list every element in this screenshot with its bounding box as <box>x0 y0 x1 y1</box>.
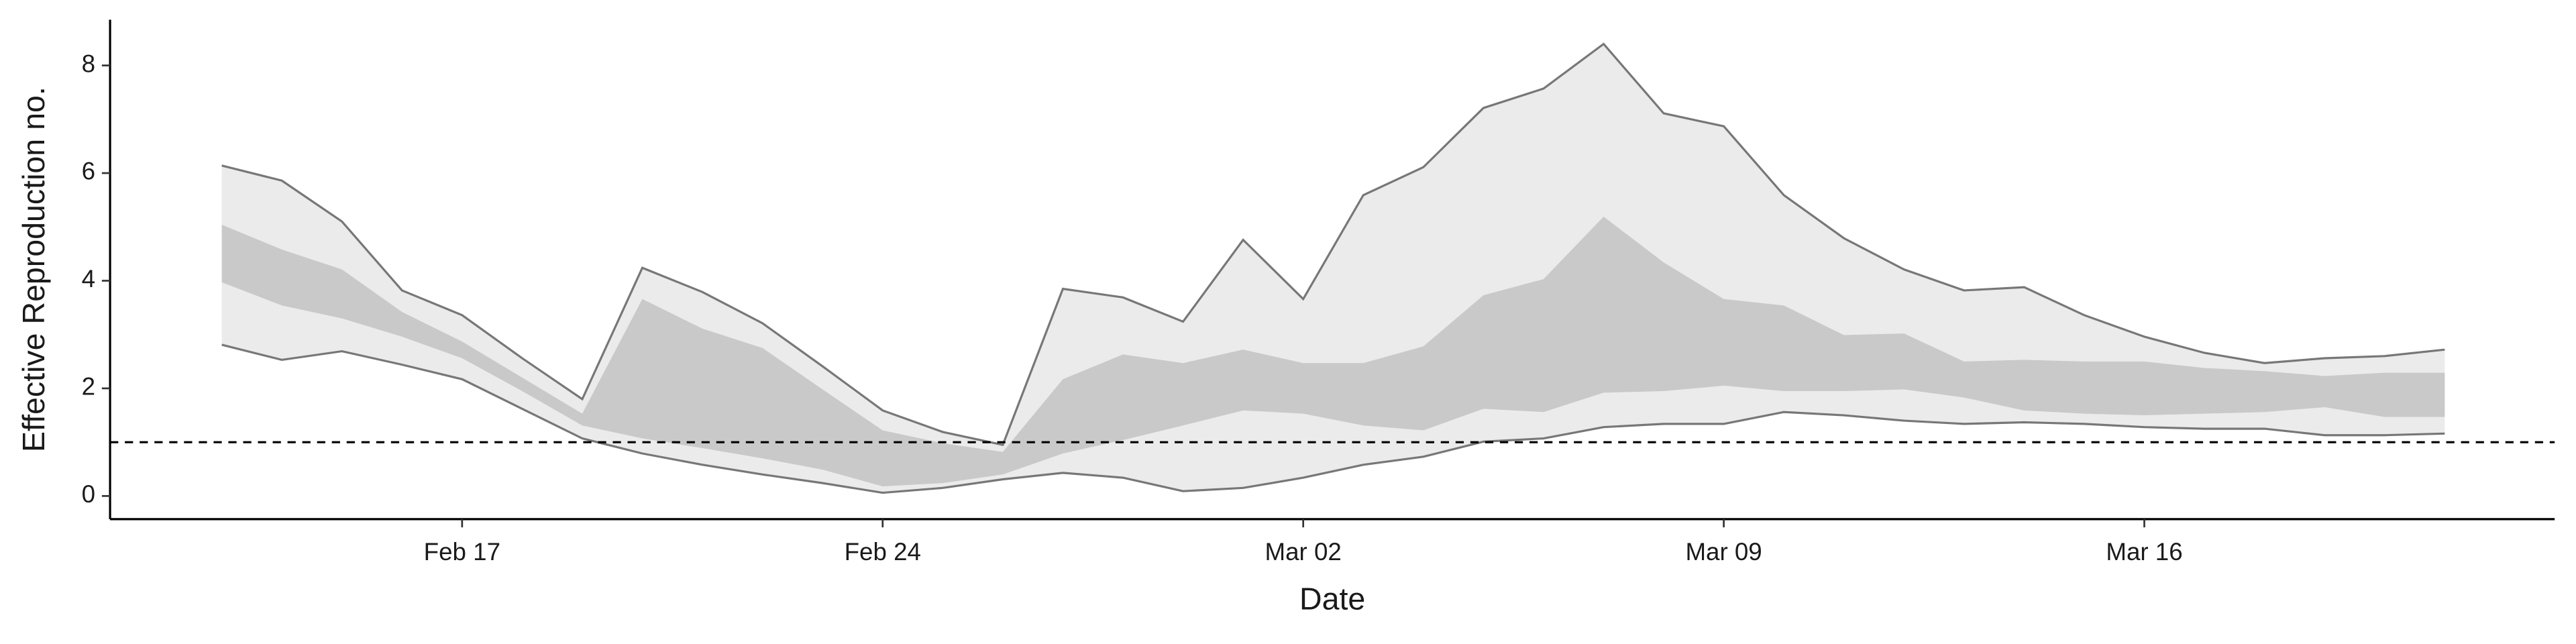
x-tick-label: Feb 24 <box>845 538 921 566</box>
inner-band <box>221 217 2445 486</box>
y-axis-title: Effective Reproduction no. <box>16 87 51 452</box>
x-tick-label: Mar 09 <box>1685 538 1762 566</box>
outer-upper-line <box>221 42 2445 447</box>
x-tick-label: Feb 17 <box>424 538 500 566</box>
y-tick-label: 6 <box>82 158 95 185</box>
outer-lower-line <box>221 343 2445 494</box>
y-tick-label: 4 <box>82 265 95 292</box>
y-tick-label: 8 <box>82 50 95 77</box>
x-tick-label: Mar 02 <box>1265 538 1342 566</box>
y-tick-label: 0 <box>82 480 95 508</box>
x-tick-label: Mar 16 <box>2106 538 2182 566</box>
x-axis-title: Date <box>1299 582 1365 616</box>
y-tick-label: 2 <box>82 373 95 400</box>
